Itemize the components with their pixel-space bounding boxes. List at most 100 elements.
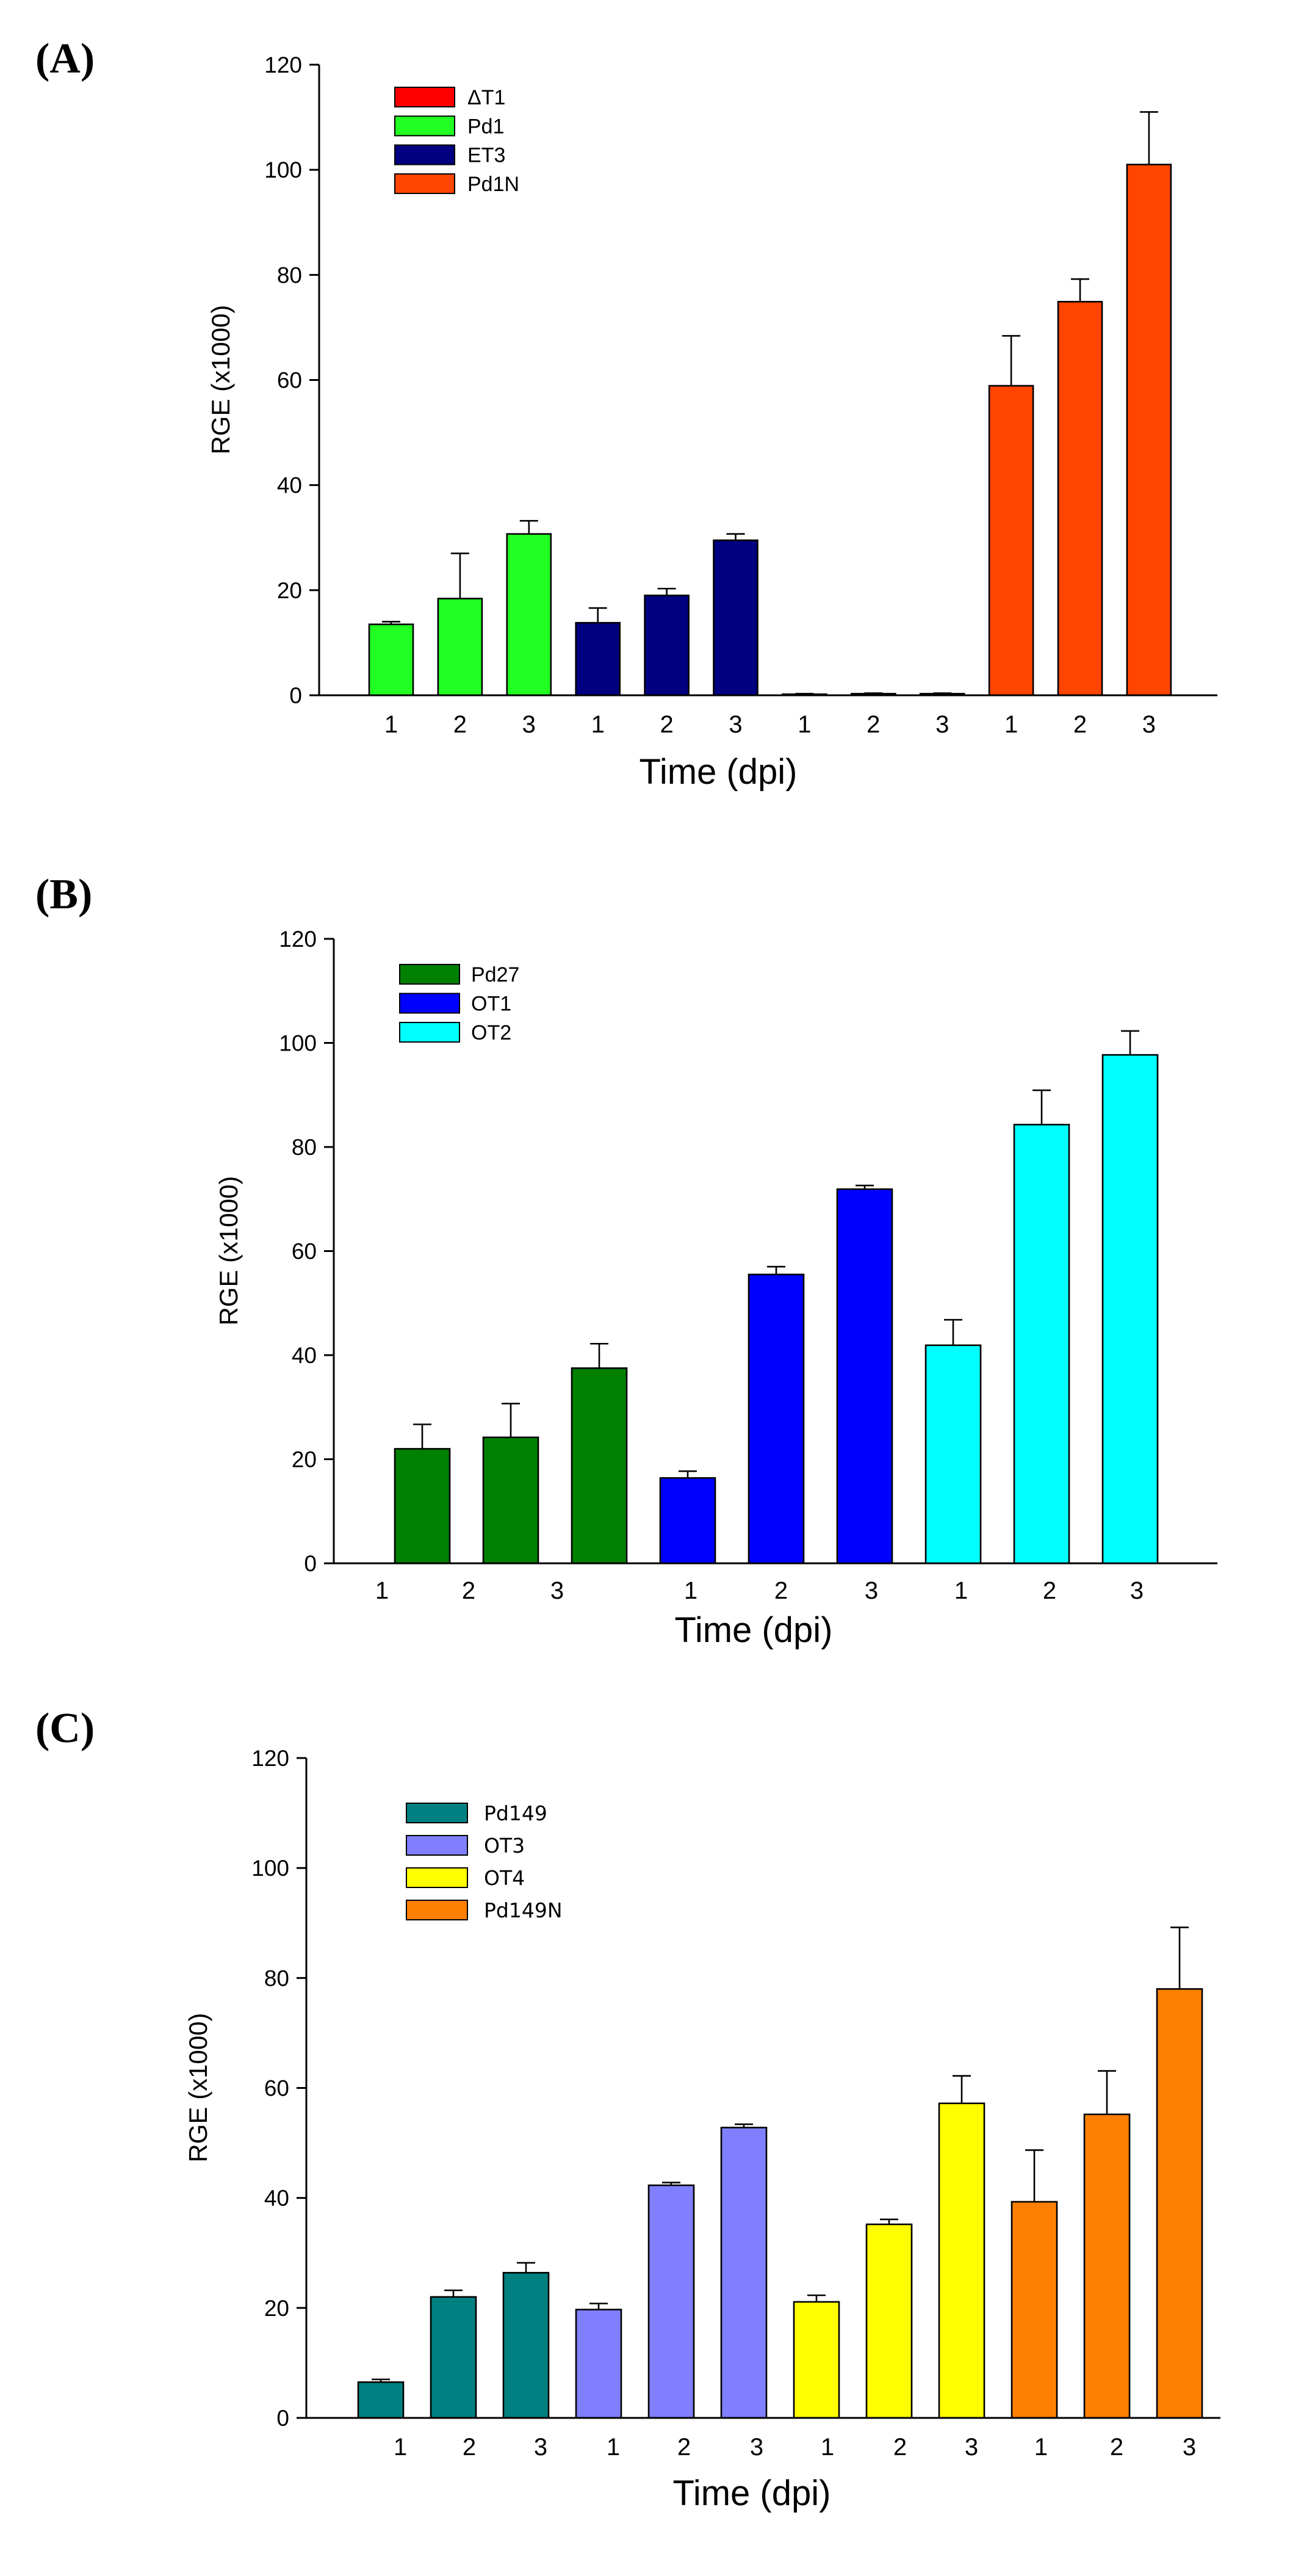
bar-c-ot3-1 <box>575 2309 622 2419</box>
x-axis-title-c: Time (dpi) <box>673 2473 831 2513</box>
bar-c-pd149n-2 <box>1083 2113 1131 2419</box>
bar-b-ot1-2 <box>748 1273 805 1565</box>
y-tick-label-c-100: 100 <box>251 1856 289 1881</box>
error-bar-b-pd27-2 <box>502 1402 520 1438</box>
bar-b-ot2-2 <box>1013 1124 1070 1565</box>
bar-b-pd27-1 <box>394 1448 451 1565</box>
bar-a-et3-2 <box>644 595 690 696</box>
bar-a-pd1-2 <box>437 598 483 696</box>
error-bar-a-et3-2 <box>657 587 676 596</box>
x-tick-label-c-ot4-2: 2 <box>893 2434 907 2461</box>
y-tick-label-a-100: 100 <box>264 157 302 183</box>
error-bar-b-ot1-2 <box>767 1265 785 1275</box>
x-tick-label-a-pd1n-2: 2 <box>1073 711 1087 738</box>
bar-a-pd1-3 <box>506 533 552 696</box>
y-tick-label-b-120: 120 <box>279 927 317 952</box>
x-tick-label-a-pd1n-1: 1 <box>1004 711 1018 738</box>
x-tick-label-c-pd149n-1: 1 <box>1034 2434 1048 2461</box>
error-bar-a-pd1-3 <box>519 519 538 534</box>
error-bar-c-ot4-3 <box>953 2075 971 2104</box>
bar-a-et3-1 <box>575 621 621 696</box>
x-tick-label-b-ot1-1: 1 <box>684 1577 697 1604</box>
bar-c-ot3-2 <box>647 2184 695 2419</box>
bar-c-pd149-2 <box>430 2296 477 2419</box>
bar-a-pd1-1 <box>368 623 414 696</box>
legend-a: ΔT1 Pd1 ET3 Pd1N <box>394 86 519 196</box>
x-tick-label-b-ot2-3: 3 <box>1130 1577 1144 1604</box>
error-bar-b-pd27-3 <box>590 1342 608 1369</box>
y-tick-label-a-120: 120 <box>264 52 302 78</box>
bar-a-pd1n-3 <box>1126 164 1172 696</box>
bar-a-pd1n-2 <box>1057 300 1103 696</box>
x-tick-label-c-pd149n-2: 2 <box>1110 2434 1123 2461</box>
y-tick-label-c-60: 60 <box>264 2076 289 2101</box>
legend-swatch-c-pd149n <box>406 1900 468 1920</box>
bar-b-ot2-1 <box>924 1344 982 1565</box>
bar-c-pd149n-3 <box>1156 1988 1203 2419</box>
error-bar-b-ot1-1 <box>679 1470 697 1478</box>
x-tick-label-a-pd1n-3: 3 <box>1142 711 1156 738</box>
y-tick-label-b-40: 40 <box>292 1343 317 1368</box>
legend-label-c-pd149: Pd149 <box>484 1801 547 1825</box>
legend-label-a-pd1n: Pd1N <box>467 173 519 196</box>
x-tick-label-c-pd149n-3: 3 <box>1183 2434 1196 2461</box>
x-tick-label-a-pd1-3: 3 <box>522 711 536 738</box>
x-tick-label-a-et3-2: 2 <box>660 711 673 738</box>
legend-swatch-b-pd27 <box>399 964 460 985</box>
error-bar-b-ot2-2 <box>1032 1089 1051 1125</box>
error-bar-c-pd149n-3 <box>1170 1927 1189 1989</box>
y-tick-label-c-120: 120 <box>251 1746 289 1771</box>
y-tick-label-a-20: 20 <box>277 578 302 603</box>
x-tick-label-c-ot4-1: 1 <box>821 2434 834 2461</box>
bar-a-et3-3 <box>713 539 759 696</box>
error-bar-a-pd1n-2 <box>1071 278 1089 302</box>
bar-c-ot4-1 <box>793 2301 840 2419</box>
bar-c-pd149-1 <box>357 2381 405 2419</box>
y-tick-label-a-40: 40 <box>277 473 302 498</box>
x-tick-label-a-delta-t1-2: 2 <box>867 711 880 738</box>
bar-b-pd27-2 <box>482 1436 539 1565</box>
error-bar-b-pd27-1 <box>413 1424 431 1449</box>
x-tick-label-b-pd27-3: 3 <box>550 1577 564 1604</box>
x-tick-label-c-ot3-3: 3 <box>750 2434 763 2461</box>
error-bar-a-delta-t1-2 <box>864 692 883 694</box>
legend-swatch-a-et3 <box>394 144 455 165</box>
legend-label-b-ot1: OT1 <box>471 993 511 1016</box>
y-tick-label-c-20: 20 <box>264 2296 289 2321</box>
x-tick-label-a-pd1-2: 2 <box>453 711 467 738</box>
error-bar-a-et3-3 <box>726 533 745 541</box>
y-tick-label-a-0: 0 <box>289 683 302 708</box>
x-tick-label-b-ot2-2: 2 <box>1043 1577 1056 1604</box>
legend-swatch-c-pd149 <box>406 1803 468 1823</box>
error-bar-a-delta-t1-1 <box>795 693 814 695</box>
bar-c-ot4-3 <box>938 2102 986 2419</box>
y-tick-label-a-80: 80 <box>277 262 302 288</box>
legend-swatch-a-pd1 <box>394 115 455 137</box>
y-tick-label-c-0: 0 <box>276 2406 289 2431</box>
x-tick-label-a-et3-1: 1 <box>591 711 605 738</box>
y-tick-label-a-60: 60 <box>277 368 302 393</box>
y-tick-label-b-60: 60 <box>292 1239 317 1264</box>
y-axis-title-a: RGE (x1000) <box>206 305 235 454</box>
error-bar-c-ot3-2 <box>662 2182 680 2185</box>
legend-swatch-c-ot4 <box>406 1867 468 1888</box>
legend-label-b-ot2: OT2 <box>471 1021 511 1044</box>
y-tick-label-c-40: 40 <box>264 2186 289 2211</box>
error-bar-c-ot3-3 <box>735 2123 753 2128</box>
x-tick-label-a-delta-t1-3: 3 <box>935 711 949 738</box>
x-tick-label-b-ot1-2: 2 <box>774 1577 788 1604</box>
error-bar-c-pd149n-1 <box>1025 2149 1043 2202</box>
error-bar-c-pd149-3 <box>517 2262 535 2273</box>
panel-label-a: (A) <box>35 35 95 82</box>
y-axis-title-b: RGE (x1000) <box>214 1176 243 1325</box>
legend-label-c-ot4: OT4 <box>484 1866 525 1890</box>
legend-swatch-a-pd1n <box>394 173 455 194</box>
x-tick-label-c-pd149-1: 1 <box>394 2434 407 2461</box>
error-bar-c-ot4-2 <box>880 2218 898 2224</box>
y-tick-label-b-20: 20 <box>292 1447 317 1472</box>
bar-c-pd149n-1 <box>1011 2201 1058 2419</box>
x-tick-label-a-pd1-1: 1 <box>384 711 398 738</box>
error-bar-a-pd1n-3 <box>1139 111 1158 165</box>
legend-c: Pd149 OT3 OT4 Pd149N <box>406 1801 563 1922</box>
y-tick-label-c-80: 80 <box>264 1966 289 1991</box>
